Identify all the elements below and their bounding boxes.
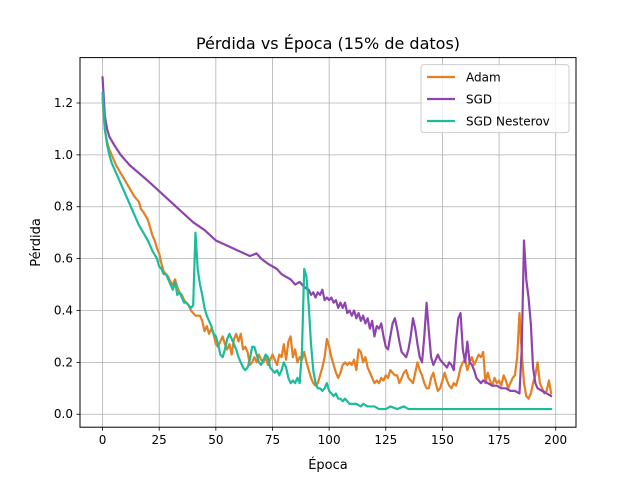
- x-tick-label: 50: [208, 433, 223, 447]
- series-line-sgd-nesterov: [101, 91, 553, 411]
- x-axis-label: Época: [308, 457, 348, 473]
- series-lines: [101, 75, 553, 411]
- legend-box: [420, 64, 570, 134]
- x-tick-label: 150: [431, 433, 454, 447]
- y-axis-label: Pérdida: [29, 218, 44, 267]
- legend-label-adam: Adam: [466, 71, 501, 85]
- y-tick-label: 1.0: [54, 148, 73, 162]
- x-tick-label: 0: [99, 433, 107, 447]
- series-line-adam: [101, 96, 553, 400]
- x-tick-label: 125: [374, 433, 397, 447]
- x-tick-label: 25: [152, 433, 167, 447]
- y-tick-label: 0.6: [54, 252, 73, 266]
- legend-label-sgd: SGD: [466, 93, 492, 107]
- y-tick-label: 0.8: [54, 200, 73, 214]
- series-line-sgd: [101, 75, 553, 398]
- axis-ticks: 0 25 50 75 100 125 150 175 200 0.0 0.2 0.4 0.6 0.8 1.0…: [54, 96, 567, 447]
- y-tick-label: 0.4: [54, 303, 73, 317]
- y-tick-label: 0.2: [54, 355, 73, 369]
- legend-label-sgd-nesterov: SGD Nesterov: [466, 115, 550, 129]
- y-tick-label: 0.0: [54, 407, 73, 421]
- x-tick-label: 200: [544, 433, 567, 447]
- y-tick-label: 1.2: [54, 96, 73, 110]
- chart-title: Pérdida vs Época (15% de datos): [196, 34, 460, 53]
- x-tick-label: 100: [318, 433, 341, 447]
- plot-frame: [79, 57, 577, 428]
- x-tick-label: 175: [488, 433, 511, 447]
- x-tick-label: 75: [265, 433, 280, 447]
- legend: Adam SGD SGD Nesterov: [420, 64, 570, 134]
